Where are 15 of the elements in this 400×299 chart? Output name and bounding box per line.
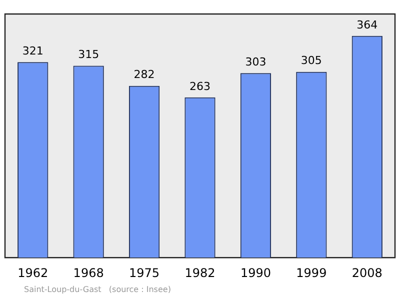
data-label: 303 bbox=[245, 55, 266, 68]
x-tick-label: 1982 bbox=[184, 266, 216, 280]
x-tick-label: 1999 bbox=[296, 266, 327, 280]
x-tick-label: 2008 bbox=[352, 266, 382, 280]
data-label: 282 bbox=[134, 68, 155, 82]
data-label: 305 bbox=[300, 54, 322, 68]
x-tick-label: 1962 bbox=[18, 266, 48, 280]
data-label: 315 bbox=[78, 48, 100, 62]
data-label: 364 bbox=[356, 18, 378, 32]
data-label: 321 bbox=[22, 44, 44, 58]
text: Saint-Loup-du-Gast (source : Insee) bbox=[24, 285, 171, 294]
x-tick-label: 1968 bbox=[73, 266, 104, 280]
x-tick-label: 1990 bbox=[240, 266, 271, 280]
data-label: 263 bbox=[190, 80, 210, 93]
x-tick-label: 1975 bbox=[129, 266, 160, 280]
